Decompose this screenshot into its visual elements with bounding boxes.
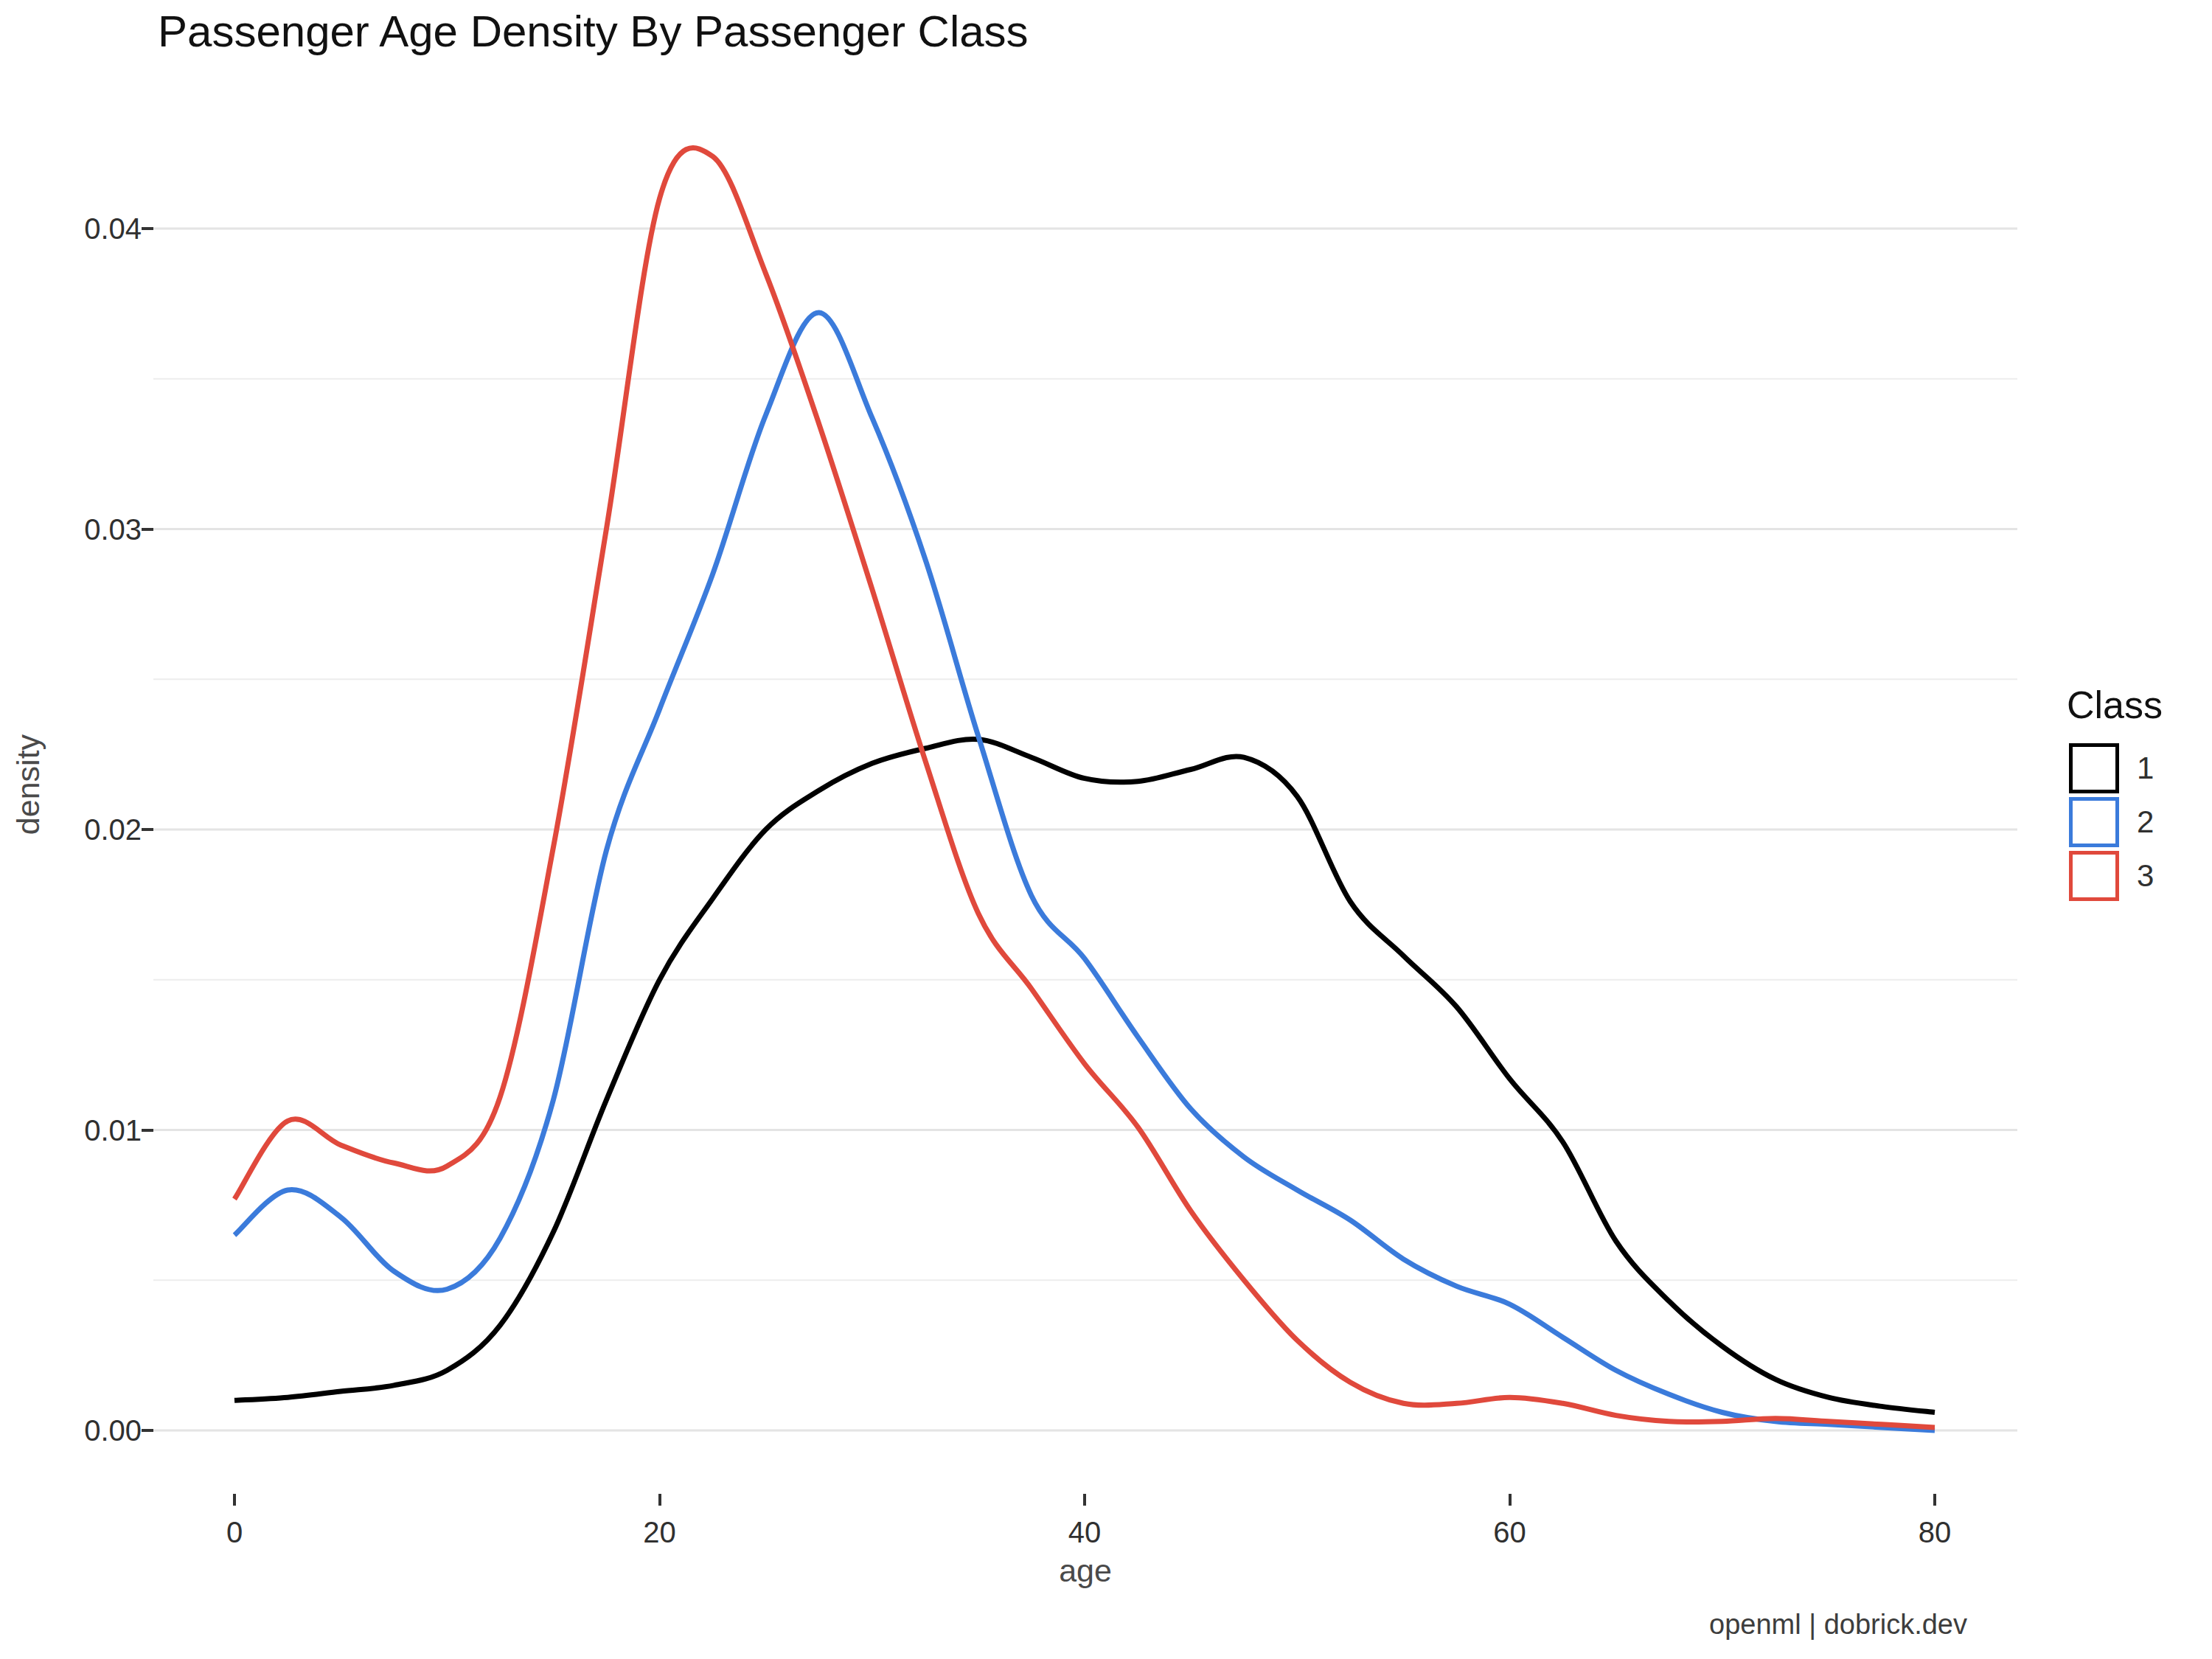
legend-label-class-2: 2 [2137,804,2154,840]
legend-swatch-class-3-icon [2069,851,2119,901]
footer-credit: openml | dobrick.dev [1709,1609,1967,1641]
legend-label-class-3: 3 [2137,858,2154,894]
y-tick-label: 0.04 [31,208,142,249]
x-axis-title: age [975,1553,1196,1589]
x-tick-mark [1509,1494,1512,1506]
legend-label-class-1: 1 [2137,751,2154,786]
legend-swatch-class-2-icon [2069,797,2119,847]
density-chart-svg [0,0,2212,1659]
legend-item-class-3: 3 [2069,851,2154,901]
y-tick-label: 0.00 [31,1410,142,1451]
x-tick-label: 40 [1033,1512,1136,1553]
x-tick-mark [1083,1494,1086,1506]
legend-item-class-2: 2 [2069,797,2154,847]
x-tick-label: 0 [183,1512,286,1553]
y-tick-label: 0.02 [31,809,142,850]
x-tick-label: 60 [1458,1512,1562,1553]
density-curve-class-3 [234,148,1935,1427]
x-tick-mark [1933,1494,1936,1506]
legend-swatch-class-1-icon [2069,743,2119,793]
x-tick-label: 20 [608,1512,712,1553]
density-curve-class-1 [234,739,1935,1412]
y-tick-mark [142,528,153,531]
x-tick-mark [233,1494,236,1506]
y-tick-mark [142,1429,153,1432]
y-tick-mark [142,828,153,831]
legend-title: Class [2067,683,2163,727]
y-tick-label: 0.03 [31,509,142,550]
x-tick-mark [658,1494,661,1506]
x-tick-label: 80 [1883,1512,1986,1553]
legend: 1 2 3 [2069,743,2154,905]
y-tick-mark [142,1129,153,1132]
legend-item-class-1: 1 [2069,743,2154,793]
y-tick-label: 0.01 [31,1110,142,1151]
y-tick-mark [142,227,153,230]
chart-page: { "title": "Passenger Age Density By Pas… [0,0,2212,1659]
density-curve-class-2 [234,313,1935,1430]
